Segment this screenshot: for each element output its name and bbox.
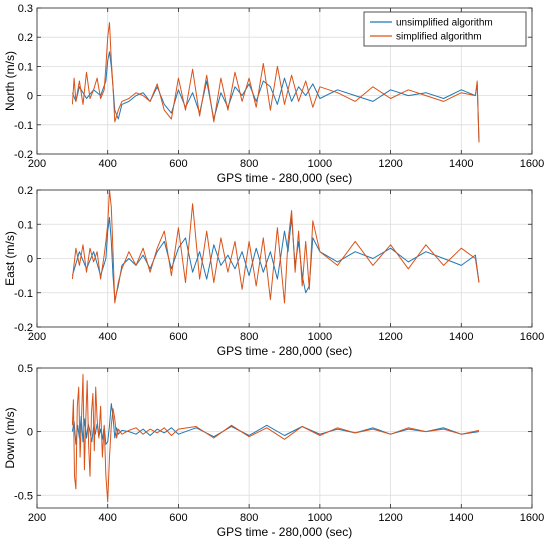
x-tick-label: 1600 xyxy=(520,331,544,343)
y-tick-label: 0 xyxy=(27,254,33,266)
legend-label: simplified algorithm xyxy=(396,32,482,43)
x-tick-label: 1000 xyxy=(308,331,332,343)
axes-frame xyxy=(36,7,533,155)
x-tick-label: 1600 xyxy=(520,158,544,170)
x-tick-label: 1200 xyxy=(378,512,402,524)
x-tick-label: 800 xyxy=(240,512,258,524)
x-tick-label: 1200 xyxy=(378,331,402,343)
series-line-simplified xyxy=(71,189,480,304)
y-tick-label: -0.2 xyxy=(14,149,33,161)
y-tick-label: 0 xyxy=(27,91,33,103)
x-axis-label: GPS time - 280,000 (sec) xyxy=(217,525,352,539)
x-tick-label: 400 xyxy=(99,331,117,343)
x-tick-label: 1600 xyxy=(520,512,544,524)
chart-panel-2: 200 400 600 800 1000 1200 1400 1600 -0.2 -0.1 0 0.1… xyxy=(3,185,544,358)
y-tick-label: -0.5 xyxy=(14,490,33,502)
x-tick-label: 800 xyxy=(240,158,258,170)
x-tick-label: 600 xyxy=(169,512,187,524)
legend: unsimplified algorithm simplified algorit… xyxy=(363,11,527,47)
x-tick-label: 200 xyxy=(28,512,46,524)
legend-label: unsimplified algorithm xyxy=(396,18,493,29)
x-tick-label: 400 xyxy=(99,158,117,170)
x-tick-label: 600 xyxy=(169,158,187,170)
y-tick-label: 0.3 xyxy=(18,3,33,15)
y-tick-label: -0.2 xyxy=(14,322,33,334)
x-tick-label: 800 xyxy=(240,331,258,343)
y-axis-label: North (m/s) xyxy=(3,51,17,111)
x-tick-label: 1400 xyxy=(449,512,473,524)
x-axis-label: GPS time - 280,000 (sec) xyxy=(217,344,352,358)
x-tick-label: 1000 xyxy=(308,512,332,524)
y-tick-label: -0.1 xyxy=(14,288,33,300)
series-line-simplified xyxy=(71,22,480,143)
x-axis-label: GPS time - 280,000 (sec) xyxy=(217,171,352,185)
series-line-unsimplified xyxy=(71,216,480,301)
x-tick-label: 1400 xyxy=(449,331,473,343)
y-tick-label: 0.2 xyxy=(18,32,33,44)
y-tick-label: 0.2 xyxy=(18,185,33,197)
plot-area xyxy=(37,368,532,508)
x-tick-label: 600 xyxy=(169,331,187,343)
x-tick-label: 200 xyxy=(28,331,46,343)
axes-frame xyxy=(36,367,533,509)
x-tick-label: 1200 xyxy=(378,158,402,170)
x-tick-label: 1000 xyxy=(308,158,332,170)
y-axis-label: Down (m/s) xyxy=(3,407,17,468)
series-line-simplified xyxy=(71,373,480,503)
y-tick-label: 0.1 xyxy=(18,219,33,231)
y-tick-label: 0 xyxy=(27,427,33,439)
legend-box xyxy=(363,11,527,47)
y-tick-label: 0.5 xyxy=(18,363,33,375)
y-tick-label: -0.1 xyxy=(14,120,33,132)
y-axis-label: East (m/s) xyxy=(3,231,17,286)
x-tick-label: 400 xyxy=(99,512,117,524)
x-tick-label: 200 xyxy=(28,158,46,170)
x-tick-label: 1400 xyxy=(449,158,473,170)
chart-panel-3: 200 400 600 800 1000 1200 1400 1600 -0.5 0 0.5 GPS … xyxy=(3,363,544,539)
y-tick-label: 0.1 xyxy=(18,61,33,73)
